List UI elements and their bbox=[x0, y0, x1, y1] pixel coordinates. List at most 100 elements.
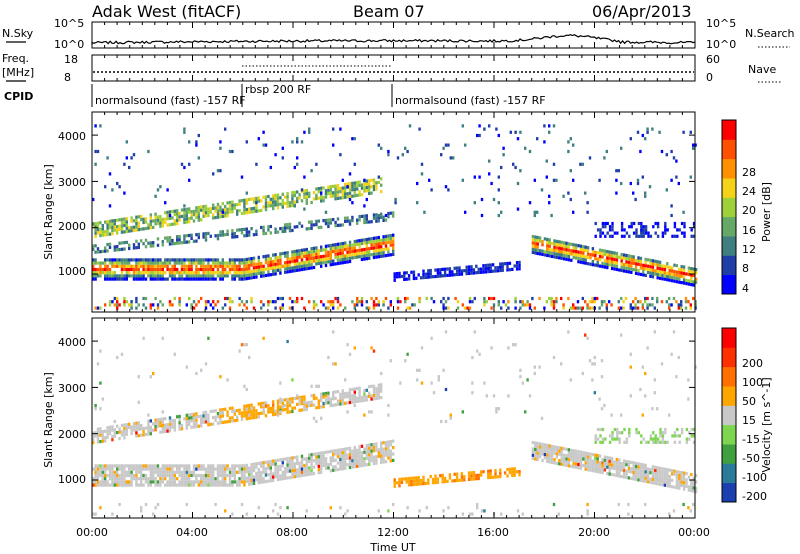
echo-cell bbox=[406, 306, 409, 310]
echo-cell bbox=[164, 201, 167, 205]
echo-cell bbox=[664, 231, 667, 235]
echo-cell bbox=[197, 467, 200, 471]
echo-cell bbox=[363, 413, 366, 417]
echo-cell bbox=[680, 303, 683, 307]
echo-cell bbox=[550, 448, 554, 452]
echo-cell bbox=[288, 225, 292, 230]
echo-cell bbox=[692, 502, 695, 507]
echo-cell bbox=[298, 467, 301, 472]
echo-cell bbox=[341, 467, 344, 471]
echo-cell bbox=[548, 244, 551, 248]
echo-cell bbox=[363, 186, 366, 190]
echo-cell bbox=[248, 273, 251, 277]
echo-cell bbox=[659, 440, 662, 444]
echo-cell bbox=[315, 396, 318, 400]
echo-cell bbox=[410, 479, 413, 484]
echo-cell bbox=[123, 230, 126, 234]
echo-cell bbox=[200, 277, 203, 281]
echo-cell bbox=[442, 146, 445, 150]
echo-cell bbox=[291, 140, 294, 144]
echo-cell bbox=[308, 194, 311, 199]
echo-cell bbox=[279, 458, 282, 462]
echo-cell bbox=[511, 267, 514, 271]
echo-cell bbox=[149, 306, 152, 310]
echo-cell bbox=[228, 200, 232, 205]
echo-cell bbox=[156, 237, 160, 241]
echo-cell bbox=[387, 403, 390, 408]
noise-panel: N.Sky 10^5 10^0 10^5 10^0 N.Search bbox=[2, 17, 795, 51]
echo-cell bbox=[690, 273, 693, 277]
echo-cell bbox=[276, 402, 280, 406]
echo-cell bbox=[353, 187, 356, 191]
echo-cell bbox=[204, 277, 208, 281]
echo-cell bbox=[503, 471, 507, 475]
echo-cell bbox=[252, 206, 256, 210]
echo-cell bbox=[320, 245, 323, 249]
echo-cell bbox=[219, 473, 222, 478]
echo-cell bbox=[632, 461, 635, 465]
power-ytick-4000: 4000 bbox=[58, 130, 86, 143]
velocity-colorbar: 200 100 50 15 -15 -50 -100 -200 Velocity… bbox=[721, 327, 773, 503]
echo-cell bbox=[137, 277, 140, 281]
echo-cell bbox=[594, 459, 597, 464]
echo-cell bbox=[363, 257, 366, 261]
echo-cell bbox=[509, 130, 512, 134]
echo-cell bbox=[329, 400, 332, 404]
echo-cell bbox=[195, 303, 198, 307]
echo-cell bbox=[392, 502, 395, 507]
echo-cell bbox=[365, 453, 368, 457]
echo-cell bbox=[620, 474, 623, 479]
echo-cell bbox=[494, 472, 497, 476]
echo-cell bbox=[176, 271, 179, 275]
echo-cell bbox=[185, 467, 188, 471]
echo-cell bbox=[584, 333, 587, 337]
echo-cell bbox=[541, 240, 544, 244]
echo-cell bbox=[324, 254, 328, 258]
echo-cell bbox=[296, 268, 299, 272]
echo-cell bbox=[166, 429, 169, 433]
echo-cell bbox=[262, 464, 265, 468]
echo-cell bbox=[106, 429, 109, 433]
echo-cell bbox=[455, 478, 459, 483]
echo-cell bbox=[164, 464, 167, 468]
echo-cell bbox=[190, 236, 193, 240]
echo-cell bbox=[303, 251, 306, 255]
echo-cell bbox=[322, 195, 325, 200]
echo-cell bbox=[353, 243, 356, 247]
echo-cell bbox=[601, 221, 605, 226]
echo-cell bbox=[644, 257, 647, 261]
echo-cell bbox=[195, 425, 198, 429]
echo-cell bbox=[262, 336, 265, 340]
echo-cell bbox=[116, 477, 119, 481]
echo-cell bbox=[236, 258, 239, 262]
echo-cell bbox=[310, 226, 313, 230]
noise-left-tick-top: 10^5 bbox=[54, 17, 84, 30]
echo-cell bbox=[503, 262, 507, 266]
echo-cell bbox=[243, 411, 246, 415]
echo-cell bbox=[360, 451, 364, 455]
echo-cell bbox=[240, 411, 244, 415]
echo-cell bbox=[154, 470, 157, 474]
echo-cell bbox=[348, 453, 352, 457]
echo-cell bbox=[180, 162, 184, 166]
echo-cell bbox=[422, 272, 425, 276]
echo-cell bbox=[558, 240, 561, 244]
echo-cell bbox=[489, 472, 492, 476]
echo-cell bbox=[154, 261, 157, 265]
echo-cell bbox=[665, 300, 668, 304]
echo-cell bbox=[346, 509, 349, 513]
echo-cell bbox=[147, 226, 150, 230]
velocity-cbar-tick-neg200: -200 bbox=[742, 490, 767, 503]
echo-cell bbox=[291, 465, 294, 470]
echo-cell bbox=[125, 217, 128, 221]
echo-cell bbox=[248, 479, 251, 483]
echo-cell bbox=[214, 477, 217, 481]
echo-cell bbox=[453, 273, 456, 277]
echo-cell bbox=[128, 425, 131, 430]
echo-cell bbox=[216, 206, 220, 210]
echo-cell bbox=[610, 266, 614, 271]
echo-cell bbox=[639, 462, 643, 466]
echo-cell bbox=[586, 464, 590, 469]
echo-cell bbox=[622, 253, 626, 257]
echo-cell bbox=[649, 477, 652, 481]
